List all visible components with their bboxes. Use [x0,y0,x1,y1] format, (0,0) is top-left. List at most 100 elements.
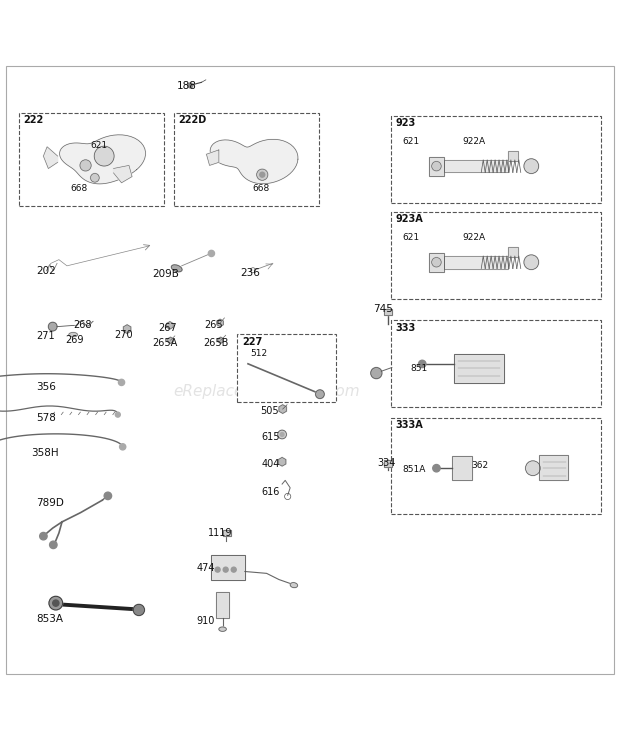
FancyBboxPatch shape [391,320,601,407]
Bar [445,160,508,172]
Bar [216,592,229,618]
Bar [211,555,245,579]
Bar [428,157,445,175]
Text: 209B: 209B [152,269,179,279]
Text: 505: 505 [260,406,279,416]
Text: 922A: 922A [462,233,485,242]
Circle shape [104,492,112,500]
Text: eReplacementParts.com: eReplacementParts.com [173,384,360,399]
Circle shape [316,390,324,399]
FancyBboxPatch shape [237,334,336,403]
Text: 1119: 1119 [208,528,232,538]
Circle shape [418,360,426,368]
Text: 333: 333 [396,323,416,333]
Circle shape [526,461,540,476]
Text: 923A: 923A [396,215,423,224]
Bar [223,530,231,536]
Text: 578: 578 [36,414,56,423]
Text: 910: 910 [197,616,215,626]
Ellipse shape [290,582,298,588]
Polygon shape [43,147,58,169]
Text: 334: 334 [377,458,396,468]
Bar [428,253,445,272]
Circle shape [50,541,57,548]
Text: 227: 227 [242,337,262,346]
Polygon shape [60,135,146,184]
Circle shape [40,533,47,540]
Bar [223,530,231,536]
Text: 265A: 265A [152,338,177,349]
Bar [539,454,568,480]
FancyBboxPatch shape [391,212,601,299]
Bar [216,592,229,618]
Circle shape [433,465,440,472]
Circle shape [91,173,99,182]
FancyBboxPatch shape [19,112,164,206]
Circle shape [133,605,144,616]
Text: 621: 621 [402,138,420,147]
Bar [211,555,245,579]
Bar [445,160,508,172]
Text: 668: 668 [70,184,87,193]
Circle shape [94,147,114,166]
Text: 851A: 851A [402,465,426,474]
Text: 621: 621 [402,233,420,242]
Text: 270: 270 [115,330,133,340]
Circle shape [120,444,126,450]
Text: 745: 745 [373,304,392,314]
FancyBboxPatch shape [174,112,319,206]
Text: 621: 621 [90,141,107,150]
Circle shape [371,368,382,379]
Bar [452,456,472,480]
Circle shape [115,412,120,417]
Text: 269: 269 [65,335,84,346]
Text: 615: 615 [262,432,280,442]
Circle shape [432,161,441,171]
Bar [428,157,445,175]
Bar [508,247,518,257]
Text: 202: 202 [36,266,56,276]
Polygon shape [206,150,219,166]
Text: 474: 474 [197,563,215,573]
Text: 923: 923 [396,118,416,128]
Bar [384,309,392,315]
Bar [428,253,445,272]
Circle shape [188,83,193,88]
Text: 267: 267 [158,323,177,333]
Bar [454,354,504,383]
Text: 616: 616 [262,486,280,497]
Circle shape [49,596,63,610]
Bar [508,152,518,161]
Bar [384,309,392,315]
Circle shape [208,250,215,257]
Ellipse shape [219,627,226,631]
Circle shape [278,430,286,439]
Polygon shape [113,166,132,183]
Text: 404: 404 [262,459,280,468]
Text: 265: 265 [205,320,223,330]
Bar [454,354,504,383]
Circle shape [48,322,57,331]
Text: 333A: 333A [396,420,423,430]
Circle shape [80,160,91,171]
Text: 236: 236 [241,269,260,278]
Text: 188: 188 [177,81,197,91]
Circle shape [280,433,284,437]
Circle shape [231,567,236,572]
Bar [384,460,392,467]
Text: 789D: 789D [36,498,64,508]
Circle shape [524,255,539,269]
Text: 222D: 222D [179,115,207,125]
FancyBboxPatch shape [391,115,601,203]
Text: 268: 268 [73,320,92,330]
Text: 356: 356 [36,382,56,391]
Text: 265B: 265B [203,338,229,349]
Circle shape [118,380,125,386]
Circle shape [260,172,265,177]
Text: 668: 668 [252,184,270,193]
Bar [445,256,508,269]
Text: 851: 851 [410,363,428,373]
Polygon shape [210,139,298,184]
Ellipse shape [69,332,78,337]
Bar [384,460,392,467]
